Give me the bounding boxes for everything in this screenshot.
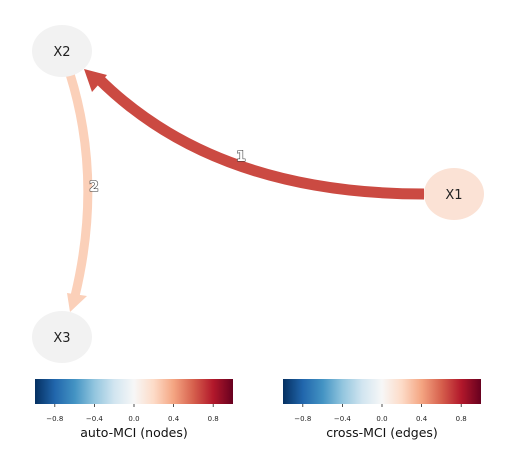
colorbar-nodes-tick-label: 0.4 — [168, 415, 180, 423]
node-x1: X1 — [424, 168, 484, 220]
colorbar-nodes-tick-label: 0.8 — [208, 415, 219, 423]
edge-x2-x3-arc — [65, 72, 93, 298]
edge-x2-x3: 2 — [65, 72, 99, 312]
colorbar-nodes-title: auto-MCI (nodes) — [80, 425, 188, 440]
node-x3: X3 — [32, 311, 92, 363]
edge-x1-x2: 1 — [84, 69, 425, 200]
colorbar-edges-tick-label: −0.4 — [334, 415, 352, 423]
colorbar-edges-tick-label: 0.8 — [456, 415, 467, 423]
node-x1-circle — [424, 168, 484, 220]
colorbar-edges-title: cross-MCI (edges) — [326, 425, 438, 440]
edge-x1-x2-label: 1 — [236, 149, 246, 165]
node-x2: X2 — [32, 25, 92, 77]
colorbar-nodes-ticks — [54, 404, 214, 407]
edge-x2-x3-arrowhead — [67, 293, 87, 312]
colorbar-edges-tick-label: 0.4 — [416, 415, 428, 423]
node-x3-circle — [32, 311, 92, 363]
colorbar-nodes-tick-label: 0.0 — [128, 415, 139, 423]
colorbar-nodes-gradient — [35, 379, 233, 404]
node-x1-label: X1 — [445, 188, 462, 203]
node-x2-circle — [32, 25, 92, 77]
colorbar-edges: −0.8 −0.4 0.0 0.4 0.8 cross-MCI (edges) — [283, 379, 481, 440]
edge-x1-x2-arc — [94, 74, 425, 200]
colorbar-nodes-tick-label: −0.8 — [46, 415, 63, 423]
node-x3-label: X3 — [53, 331, 70, 346]
colorbar-nodes-tick-label: −0.4 — [86, 415, 104, 423]
colorbar-edges-tick-label: 0.0 — [376, 415, 387, 423]
node-x2-label: X2 — [53, 45, 70, 60]
colorbar-edges-gradient — [283, 379, 481, 404]
edge-x1-x2-arrowhead — [84, 69, 107, 92]
colorbar-nodes: −0.8 −0.4 0.0 0.4 0.8 auto-MCI (nodes) — [35, 379, 233, 440]
edge-x2-x3-label: 2 — [89, 179, 99, 195]
colorbar-edges-ticks — [302, 404, 462, 407]
colorbar-edges-tick-label: −0.8 — [294, 415, 311, 423]
